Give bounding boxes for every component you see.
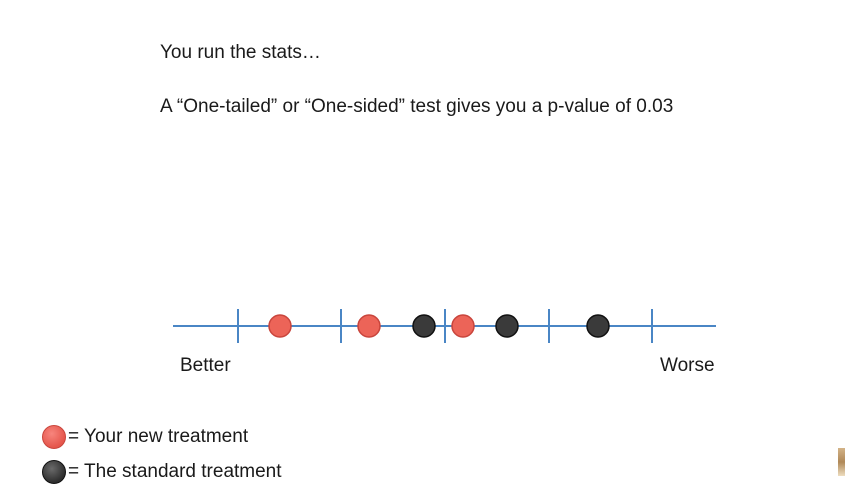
corner-decoration [838,448,845,476]
intro-text: You run the stats… [160,42,321,63]
better-label: Better [180,355,231,376]
legend-standard-label: = The standard treatment [68,461,282,482]
p-value-statement: A “One-tailed” or “One-sided” test gives… [160,96,674,117]
legend-standard-treatment: = The standard treatment [42,460,282,484]
standard-treatment-point [586,314,610,338]
tick-marks [237,309,653,343]
new-treatment-point [268,314,292,338]
new-treatment-point [357,314,381,338]
data-points [268,314,610,338]
red-dot-icon [42,425,66,449]
worse-label: Worse [660,355,715,376]
legend-new-label: = Your new treatment [68,426,249,447]
legend-new-treatment: = Your new treatment [42,425,248,449]
new-treatment-point [451,314,475,338]
standard-treatment-point [412,314,436,338]
black-dot-icon [42,460,66,484]
standard-treatment-point [495,314,519,338]
